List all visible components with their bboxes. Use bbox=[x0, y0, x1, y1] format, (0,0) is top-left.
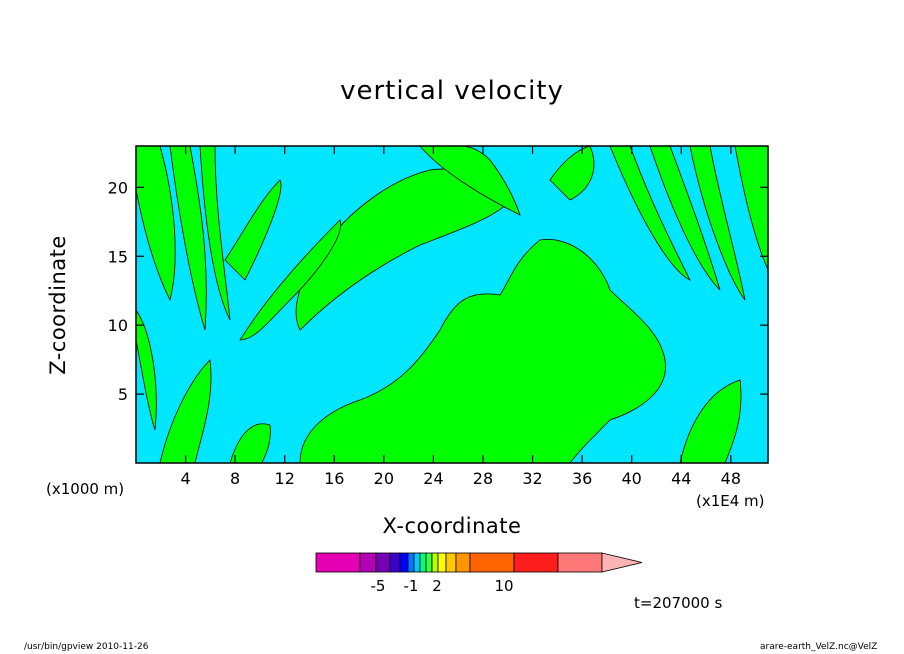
x-tick-label: 36 bbox=[572, 469, 592, 488]
x-axis-label: X-coordinate bbox=[382, 514, 522, 538]
colorbar-swatch bbox=[557, 552, 603, 573]
x-tick-label: 48 bbox=[721, 469, 741, 488]
positive-streak-left bbox=[239, 219, 342, 341]
colorbar-label: 10 bbox=[494, 577, 513, 595]
x-tick-label: 20 bbox=[374, 469, 394, 488]
x-tick-label: 4 bbox=[180, 469, 190, 488]
x-tick-label: 32 bbox=[522, 469, 542, 488]
positive-streak-left bbox=[136, 309, 157, 431]
colorbar-swatch bbox=[413, 552, 421, 573]
footer-right-text: arare-earth_VelZ.nc@VelZ bbox=[760, 642, 878, 652]
plot-frame bbox=[135, 145, 769, 464]
positive-streak-right bbox=[679, 379, 742, 463]
colorbar-swatch bbox=[419, 552, 427, 573]
colorbar-swatch bbox=[375, 552, 391, 573]
time-label: t=207000 s bbox=[634, 594, 723, 612]
x-tick-label: 28 bbox=[473, 469, 493, 488]
x-tick-label: 12 bbox=[275, 469, 295, 488]
colorbar-swatch bbox=[315, 552, 361, 573]
colorbar-swatch bbox=[513, 552, 559, 573]
colorbar-swatch bbox=[455, 552, 471, 573]
colorbar-swatch bbox=[359, 552, 377, 573]
x-tick-label: 40 bbox=[622, 469, 642, 488]
colorbar-swatch bbox=[437, 552, 447, 573]
colorbar-swatch bbox=[425, 552, 433, 573]
colorbar-swatch bbox=[389, 552, 401, 573]
colorbar-swatch bbox=[431, 552, 439, 573]
x-unit-right-label: (x1E4 m) bbox=[696, 492, 765, 510]
positive-streak-left bbox=[159, 359, 212, 463]
colorbar-swatch bbox=[399, 552, 409, 573]
y-axis-label: Z-coordinate bbox=[46, 235, 70, 375]
positive-streak-right bbox=[689, 146, 746, 301]
positive-streak-left bbox=[136, 146, 176, 302]
footer-left-text: /usr/bin/gpview 2010-11-26 bbox=[24, 642, 149, 652]
x-tick-label: 8 bbox=[230, 469, 240, 488]
x-tick-label: 16 bbox=[324, 469, 344, 488]
y-tick-label: 5 bbox=[118, 385, 128, 404]
colorbar-label: -5 bbox=[371, 577, 386, 595]
x-tick-label: 24 bbox=[423, 469, 443, 488]
positive-streak-right bbox=[609, 146, 691, 281]
colorbar-swatch bbox=[445, 552, 457, 573]
colorbar-label: -1 bbox=[404, 577, 419, 595]
y-tick-label: 10 bbox=[108, 316, 128, 335]
positive-streak-left bbox=[169, 146, 207, 331]
contour-field bbox=[136, 146, 768, 463]
positive-region-center bbox=[299, 238, 666, 463]
y-tick-label: 15 bbox=[108, 247, 128, 266]
positive-streak-left bbox=[199, 146, 231, 321]
colorbar-swatch bbox=[407, 552, 415, 573]
positive-streak-left bbox=[224, 179, 282, 281]
colorbar-arrow bbox=[601, 552, 643, 573]
x-unit-left-label: (x1000 m) bbox=[46, 480, 125, 498]
x-tick-label: 44 bbox=[671, 469, 691, 488]
positive-streak-right bbox=[649, 146, 721, 291]
chart-title: vertical velocity bbox=[340, 76, 564, 106]
colorbar-label: 2 bbox=[432, 577, 442, 595]
y-tick-label: 20 bbox=[108, 178, 128, 197]
positive-region-top bbox=[419, 146, 521, 216]
positive-region-bottom-left bbox=[229, 423, 271, 463]
colorbar-swatch bbox=[469, 552, 515, 573]
